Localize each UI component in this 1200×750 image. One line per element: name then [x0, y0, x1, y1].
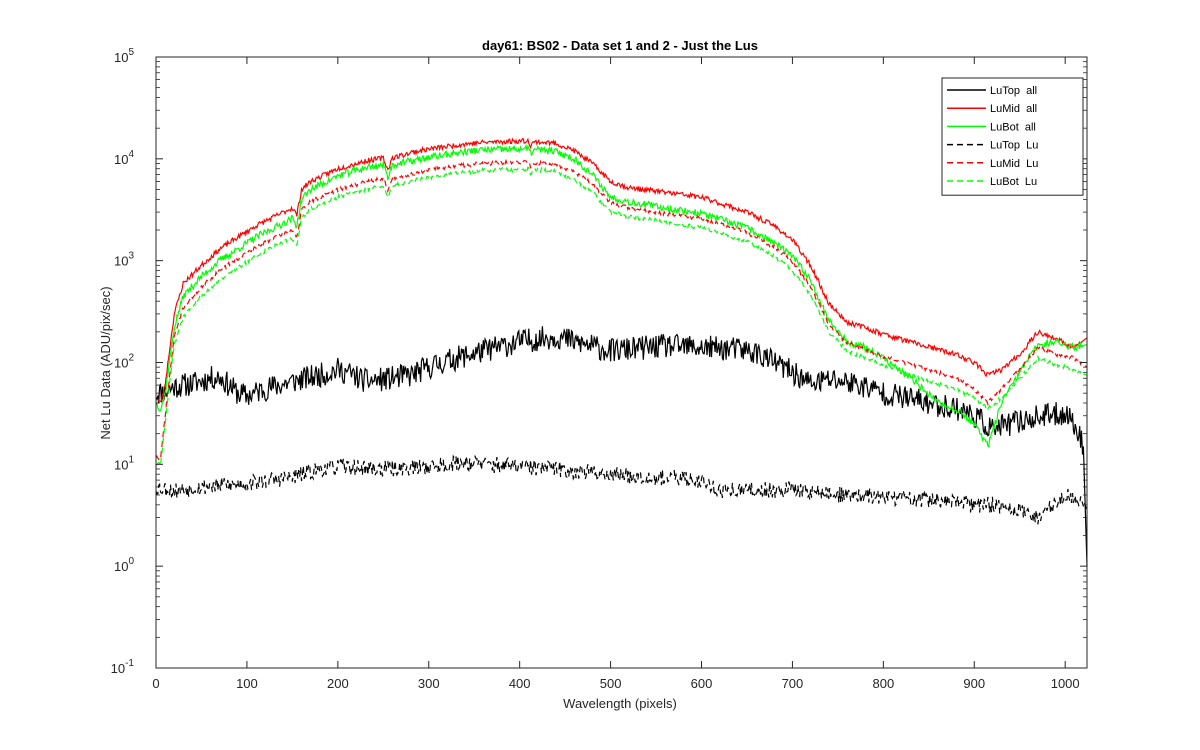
legend: LuTop all LuMid all LuBot all LuTop Lu LuMid… [941, 77, 1084, 196]
legend-label-1: LuTop all [990, 85, 1037, 97]
y-axis-label: Net Lu Data (ADU/pix/sec) [98, 286, 113, 439]
chart-title: day61: BS02 - Data set 1 and 2 - Just th… [482, 38, 758, 53]
y-tick-label: 102 [114, 353, 134, 371]
x-tick-label: 500 [600, 676, 622, 691]
series-line-1 [155, 326, 1088, 567]
y-tick-label: 104 [114, 149, 134, 167]
legend-label-6: LuBot Lu [990, 176, 1037, 188]
y-tick-label: 100 [114, 556, 134, 574]
x-tick-label: 800 [872, 676, 894, 691]
legend-label-2: LuMid all [990, 103, 1037, 115]
x-tick-label: 700 [782, 676, 804, 691]
x-tick-label: 200 [327, 676, 349, 691]
y-tick-label: 105 [114, 47, 134, 65]
legend-label-4: LuTop Lu [990, 140, 1038, 152]
y-tick-label: 101 [114, 454, 134, 472]
x-tick-label: 0 [152, 676, 159, 691]
series-line-2 [155, 137, 1088, 403]
series-line-3 [155, 143, 1088, 449]
x-tick-label: 300 [418, 676, 440, 691]
series-line-5 [155, 158, 1088, 461]
legend-label-3: LuBot all [990, 121, 1036, 133]
legend-label-5: LuMid Lu [990, 158, 1038, 170]
series-line-6 [155, 166, 1088, 466]
x-axis-label: Wavelength (pixels) [563, 696, 677, 711]
x-tick-label: 100 [236, 676, 258, 691]
axes-layer: 0 100 200 300 400 500 600 700 800 900 1000 10-1 100 1… [111, 47, 1088, 691]
y-tick-label: 103 [114, 251, 134, 269]
y-tick-label: 10-1 [111, 658, 135, 676]
series-line-4 [155, 454, 1088, 525]
x-tick-label: 600 [691, 676, 713, 691]
series-layer [155, 137, 1088, 567]
x-tick-label: 400 [509, 676, 531, 691]
legend-box [941, 77, 1084, 196]
x-tick-label: 1000 [1051, 676, 1080, 691]
x-tick-label: 900 [963, 676, 985, 691]
